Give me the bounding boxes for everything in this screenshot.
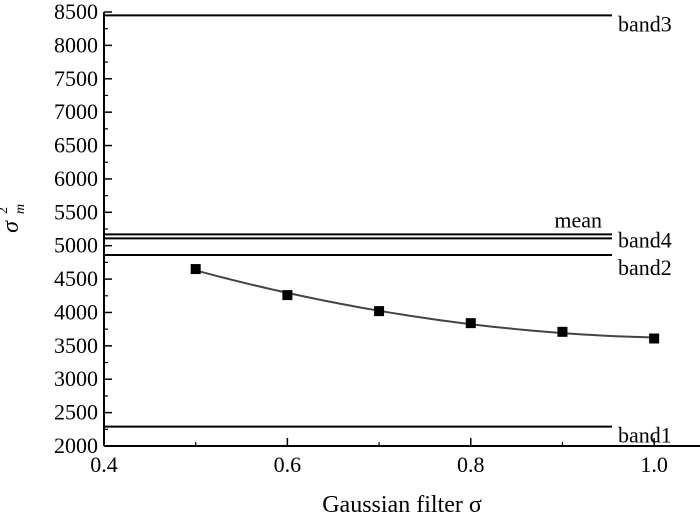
- svg-text:σ: σ: [0, 220, 24, 233]
- y-tick-label: 5500: [54, 199, 98, 224]
- data-point: [282, 290, 293, 301]
- y-tick-label: 6500: [54, 133, 98, 158]
- data-point: [649, 333, 660, 344]
- reference-line-label-band1: band1: [618, 423, 672, 448]
- x-axis-title: Gaussian filter σ: [322, 492, 482, 518]
- y-tick-label: 4500: [54, 266, 98, 291]
- data-point: [557, 326, 568, 337]
- y-tick-label: 6000: [54, 166, 98, 191]
- fit-curve-layer: [195, 269, 655, 339]
- y-tick-label: 8000: [54, 32, 98, 57]
- y-tick-label: 3500: [54, 333, 98, 358]
- x-tick-label: 0.6: [274, 452, 302, 477]
- reference-line-label-band3: band3: [618, 11, 672, 36]
- y-tick-label: 5000: [54, 233, 98, 258]
- y-tick-label: 8500: [54, 0, 98, 24]
- y-axis-title-base: σ: [0, 220, 24, 233]
- reference-line-label-band4: band4: [618, 227, 672, 252]
- y-axis-ticks: 2000 2500 3000 3500 4000 4500 5000 5500 6000 6500…: [54, 0, 112, 458]
- x-tick-label: 0.4: [90, 452, 118, 477]
- reference-line-label-mean: mean: [554, 207, 602, 232]
- y-tick-label: 7000: [54, 99, 98, 124]
- y-tick-label: 2000: [54, 433, 98, 458]
- data-points: [190, 264, 660, 344]
- y-tick-label: 4000: [54, 299, 98, 324]
- x-axis-ticks: 0.4 0.6 0.8 1.0: [90, 438, 668, 477]
- x-tick-label: 1.0: [640, 452, 668, 477]
- y-tick-label: 2500: [54, 400, 98, 425]
- y-tick-label: 7500: [54, 66, 98, 91]
- data-point: [465, 318, 476, 329]
- plot-frame: [103, 12, 700, 447]
- y-axis-title-sup: 2: [0, 207, 11, 214]
- fit-curve: [195, 269, 655, 339]
- y-axis-title-sub: m: [13, 204, 28, 214]
- reference-line-label-band2: band2: [618, 255, 672, 280]
- data-point: [190, 264, 201, 275]
- y-tick-label: 3000: [54, 366, 98, 391]
- y-axis-title: σ 2 m: [0, 204, 28, 233]
- data-point: [374, 306, 385, 317]
- x-tick-label: 0.8: [457, 452, 485, 477]
- reference-lines: band3 mean band4 band2 band1: [104, 11, 672, 448]
